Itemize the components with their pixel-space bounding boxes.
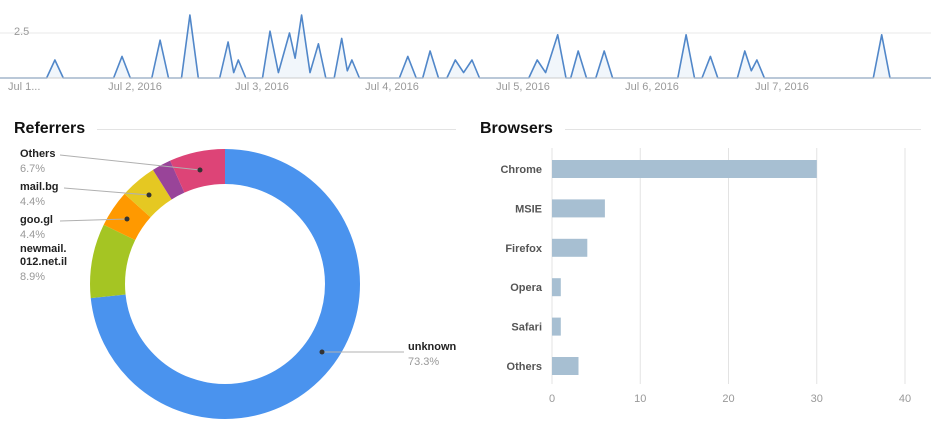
referrers-title: Referrers — [14, 120, 86, 137]
x-tick-label: Jul 6, 2016 — [625, 81, 679, 93]
bar-label-safari: Safari — [511, 322, 542, 334]
browsers-panel: Browsers 0 10 20 30 40 Chrome MSIE Firefox Opera… — [466, 112, 931, 431]
label-leader-line — [63, 187, 150, 196]
timeseries-panel: 2.5 Jul 1... Jul 2, 2016 Jul 3, 2016 Jul 4,… — [0, 0, 931, 100]
bar-label-chrome: Chrome — [500, 164, 542, 176]
referrers-donut-chart[interactable] — [0, 112, 466, 431]
x-tick-label: Jul 2, 2016 — [108, 81, 162, 93]
referrer-label-googl: goo.gl 4.4% — [20, 214, 53, 241]
bar-label-others: Others — [507, 361, 542, 373]
donut-slice-Others[interactable] — [90, 149, 360, 419]
slice-dot — [319, 349, 325, 355]
label-leader-line — [59, 218, 128, 222]
x-axis-tick-label: 40 — [899, 393, 911, 405]
title-rule — [564, 128, 921, 130]
bar-msie[interactable] — [552, 199, 605, 218]
bar-label-firefox: Firefox — [505, 243, 543, 255]
bar-chrome[interactable] — [552, 160, 817, 178]
x-tick-label: Jul 1... — [8, 81, 41, 93]
browsers-title: Browsers — [480, 120, 553, 137]
label-leader-line — [59, 154, 201, 171]
dashboard-panels: Referrers Others 6.7% mail.bg 4.4% goo.g… — [0, 112, 931, 431]
x-tick-label: Jul 7, 2016 — [755, 81, 809, 93]
referrer-label-others: Others 6.7% — [20, 148, 56, 175]
timeseries-line[interactable] — [0, 14, 931, 79]
title-rule — [97, 128, 456, 130]
x-axis-tick-label: 20 — [722, 393, 734, 405]
slice-dot — [124, 216, 130, 222]
y-axis-tick-label: 2.5 — [14, 26, 30, 38]
referrer-label-unknown: unknown 73.3% — [408, 341, 457, 368]
referrers-title-row: Referrers — [0, 112, 466, 138]
x-axis-tick-label: 10 — [634, 393, 646, 405]
referrers-panel: Referrers Others 6.7% mail.bg 4.4% goo.g… — [0, 112, 466, 431]
browsers-bar-chart[interactable]: 0 10 20 30 40 Chrome MSIE Firefox Opera Safari Oth… — [466, 112, 931, 431]
bar-safari[interactable] — [552, 317, 561, 336]
bar-label-msie: MSIE — [515, 203, 542, 215]
browsers-title-row: Browsers — [466, 112, 931, 138]
x-tick-label: Jul 5, 2016 — [496, 81, 550, 93]
timeseries-chart[interactable] — [0, 0, 931, 100]
x-axis-tick-label: 0 — [549, 393, 555, 405]
slice-dot — [146, 192, 152, 198]
bar-firefox[interactable] — [552, 238, 588, 257]
referrer-label-mailbg: mail.bg 4.4% — [20, 181, 59, 208]
x-axis-tick-label: 30 — [811, 393, 823, 405]
bar-others[interactable] — [552, 357, 579, 375]
bar-label-opera: Opera — [510, 282, 543, 294]
slice-dot — [197, 167, 203, 173]
referrer-label-newmail: newmail. 012.net.il 8.9% — [20, 243, 68, 283]
x-tick-label: Jul 3, 2016 — [235, 81, 289, 93]
donut-slice-newmail.012.net.il[interactable] — [90, 149, 360, 419]
bar-opera[interactable] — [552, 278, 561, 297]
x-tick-label: Jul 4, 2016 — [365, 81, 419, 93]
